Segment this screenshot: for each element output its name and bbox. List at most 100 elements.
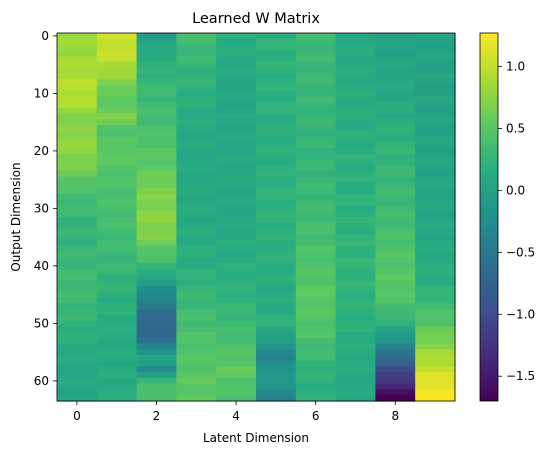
heatmap-cell <box>415 96 456 103</box>
colorbar: 1.0 0.5 0.0 −0.5 −1.0 −1.5 <box>479 32 535 402</box>
heatmap-cell <box>335 50 376 57</box>
heatmap-cell <box>415 234 456 241</box>
heatmap-cell <box>415 383 456 391</box>
heatmap-cell <box>335 303 376 310</box>
heatmap-cell <box>216 182 257 189</box>
heatmap-cell <box>216 73 257 80</box>
heatmap-cell <box>96 251 138 258</box>
heatmap-cell <box>176 303 217 310</box>
heatmap-cell <box>136 90 177 97</box>
heatmap-cell <box>136 337 177 345</box>
heatmap-cell <box>415 320 456 327</box>
colorbar-tick-label: −0.5 <box>506 245 535 259</box>
heatmap-cell <box>216 366 257 373</box>
heatmap-cell <box>136 182 177 189</box>
heatmap-cell <box>415 326 456 333</box>
heatmap-cell <box>415 107 456 115</box>
heatmap-cell <box>375 291 416 299</box>
heatmap-cell <box>176 360 217 368</box>
heatmap-cell <box>256 79 297 86</box>
heatmap-cell <box>295 84 337 92</box>
heatmap-cell <box>375 355 416 362</box>
heatmap-cell <box>375 50 416 57</box>
heatmap-cell <box>136 165 177 172</box>
heatmap-cell <box>216 383 257 391</box>
x-tick-label: 6 <box>312 409 320 423</box>
heatmap-cell <box>57 355 98 362</box>
y-axis-ticks: 0 10 20 30 40 50 60 <box>34 29 57 388</box>
heatmap-cell <box>136 176 177 184</box>
heatmap-cell <box>216 303 257 310</box>
heatmap-cell <box>136 67 177 74</box>
heatmap-cell <box>96 268 138 276</box>
heatmap-cell <box>57 153 98 161</box>
heatmap-cell <box>295 366 337 373</box>
heatmap-cell <box>96 102 138 109</box>
heatmap-cell <box>335 291 376 299</box>
heatmap-cell <box>176 113 217 120</box>
heatmap-cell <box>96 194 138 201</box>
heatmap-cell <box>335 33 376 40</box>
heatmap-cell <box>375 257 416 264</box>
heatmap-cell <box>96 234 138 241</box>
heatmap-cell <box>295 378 337 385</box>
heatmap-cell <box>96 171 138 178</box>
heatmap-cell <box>136 383 177 391</box>
heatmap-cell <box>375 102 416 109</box>
y-axis-label: Output Dimension <box>9 162 23 271</box>
heatmap-cell <box>216 389 257 396</box>
heatmap-cell <box>335 38 376 46</box>
heatmap-cell <box>176 205 217 212</box>
heatmap-cell <box>335 136 376 143</box>
heatmap-cell <box>57 217 98 224</box>
heatmap-cell <box>295 320 337 327</box>
heatmap-cell <box>415 366 456 373</box>
heatmap-cell <box>375 360 416 368</box>
heatmap-cell <box>176 228 217 235</box>
heatmap-cell <box>57 211 98 218</box>
heatmap-cell <box>295 199 337 207</box>
heatmap-cell <box>96 326 138 333</box>
heatmap-cell <box>136 50 177 57</box>
x-tick-label: 2 <box>153 409 161 423</box>
colorbar-gradient <box>479 32 499 402</box>
heatmap-cell <box>96 67 138 74</box>
heatmap-cell <box>216 378 257 385</box>
heatmap-cell <box>96 337 138 345</box>
heatmap-cell <box>57 268 98 276</box>
heatmap-cell <box>136 263 177 270</box>
heatmap-cell <box>176 263 217 270</box>
x-tick-label: 8 <box>391 409 399 423</box>
heatmap-cell <box>57 38 98 46</box>
heatmap-cell <box>96 366 138 373</box>
heatmap-cell <box>176 291 217 299</box>
heatmap-cell <box>136 274 177 281</box>
heatmap-cell <box>295 349 337 356</box>
heatmap-cell <box>216 33 257 40</box>
heatmap-cell <box>57 395 98 402</box>
heatmap-cell <box>375 176 416 184</box>
heatmap-cell <box>375 159 416 166</box>
heatmap-cell <box>256 67 297 74</box>
heatmap-cell <box>295 61 337 69</box>
heatmap-cell <box>136 291 177 299</box>
heatmap-cell <box>335 159 376 166</box>
heatmap-cell <box>176 332 217 339</box>
heatmap-cell <box>415 142 456 149</box>
heatmap-cell <box>295 44 337 51</box>
heatmap-cell <box>295 263 337 270</box>
heatmap-cell <box>136 389 177 396</box>
y-tick-label: 60 <box>34 374 49 388</box>
heatmap-cell <box>136 96 177 103</box>
heatmap-cell <box>57 222 98 230</box>
heatmap-cell <box>295 102 337 109</box>
heatmap-cell <box>96 349 138 356</box>
heatmap-cell <box>295 67 337 74</box>
heatmap-cell <box>136 343 177 350</box>
heatmap-cell <box>96 360 138 368</box>
heatmap-cell <box>295 159 337 166</box>
heatmap-cell <box>295 125 337 132</box>
heatmap-cell <box>176 56 217 63</box>
heatmap-cell <box>375 84 416 92</box>
heatmap-cell <box>136 153 177 161</box>
